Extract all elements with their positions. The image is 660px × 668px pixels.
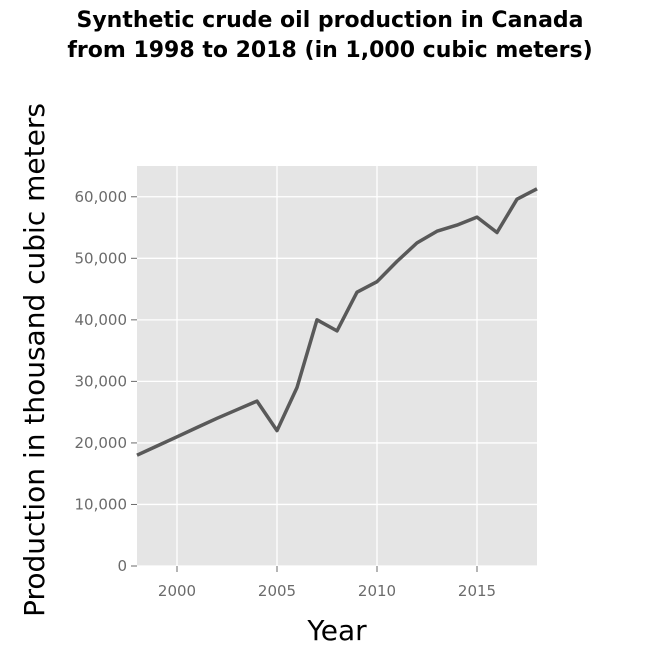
y-tick-label: 0 [117, 557, 127, 575]
chart-title-line-1: Synthetic crude oil production in Canada [76, 8, 584, 33]
x-tick-label: 2015 [458, 582, 496, 600]
x-tick-label: 2000 [158, 582, 196, 600]
y-axis-label: Production in thousand cubic meters [18, 103, 51, 617]
y-tick-label: 50,000 [75, 249, 128, 267]
y-tick-label: 40,000 [75, 311, 128, 329]
x-tick-label: 2010 [358, 582, 396, 600]
x-axis: 2000 2005 2010 2015 [158, 566, 496, 600]
series-line [136, 187, 538, 457]
plot-area [137, 166, 537, 566]
y-axis: 0 10,000 20,000 30,000 40,000 50,000 60,000 [75, 188, 137, 575]
x-tick-label: 2005 [258, 582, 296, 600]
y-tick-label: 10,000 [75, 495, 128, 513]
chart-title-line-2: from 1998 to 2018 (in 1,000 cubic meters… [67, 38, 593, 63]
chart-title: Synthetic crude oil production in Canada… [0, 6, 660, 66]
y-tick-label: 20,000 [75, 434, 128, 452]
x-axis-label: Year [306, 614, 367, 647]
y-tick-label: 30,000 [75, 372, 128, 390]
y-tick-label: 60,000 [75, 188, 128, 206]
grid-lines [137, 166, 537, 567]
